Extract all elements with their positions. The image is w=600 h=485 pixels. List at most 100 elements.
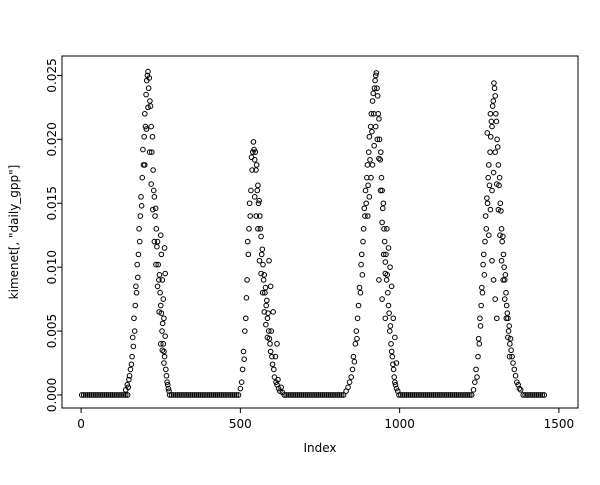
data-point xyxy=(537,392,544,398)
data-point xyxy=(159,277,166,283)
data-point xyxy=(401,392,408,398)
data-point xyxy=(481,272,488,278)
data-point xyxy=(92,392,98,398)
y-tick-label: 0.020 xyxy=(45,122,59,156)
data-point xyxy=(256,197,262,204)
data-point xyxy=(380,251,387,258)
data-point xyxy=(258,270,264,277)
data-point xyxy=(422,392,429,398)
data-point xyxy=(323,392,330,398)
data-point xyxy=(487,133,494,140)
data-point xyxy=(120,392,127,398)
data-point xyxy=(349,366,356,373)
data-point xyxy=(364,162,371,168)
data-point xyxy=(489,123,495,130)
data-point xyxy=(238,379,245,385)
data-point xyxy=(379,205,386,212)
data-point xyxy=(517,387,524,393)
data-point xyxy=(365,182,371,189)
data-point xyxy=(146,75,153,81)
data-point xyxy=(369,128,375,135)
data-point xyxy=(436,392,442,398)
data-point xyxy=(278,384,284,391)
data-point xyxy=(245,251,252,258)
data-point xyxy=(248,187,254,194)
data-point xyxy=(254,187,261,194)
data-point xyxy=(155,261,161,268)
data-point xyxy=(154,238,161,245)
data-point xyxy=(490,98,497,104)
data-point xyxy=(160,341,167,347)
data-point xyxy=(261,272,268,278)
data-point xyxy=(348,374,355,380)
data-point xyxy=(374,136,381,143)
data-point xyxy=(486,232,492,238)
data-point xyxy=(487,206,494,213)
data-point xyxy=(148,181,154,187)
data-point xyxy=(103,392,110,398)
data-point xyxy=(394,388,401,394)
data-point xyxy=(365,149,372,155)
data-point xyxy=(126,376,132,383)
data-point xyxy=(157,232,164,238)
data-point xyxy=(496,182,502,189)
plot-box xyxy=(61,55,579,409)
data-point xyxy=(376,136,383,143)
data-point xyxy=(237,385,244,392)
data-point xyxy=(249,167,255,173)
data-point xyxy=(426,392,433,398)
data-point xyxy=(482,238,488,245)
data-point xyxy=(492,149,498,155)
data-point xyxy=(485,174,491,181)
data-point xyxy=(113,392,119,398)
data-point xyxy=(255,226,261,232)
data-point xyxy=(150,167,156,173)
data-point xyxy=(105,392,112,398)
data-point xyxy=(151,194,158,200)
data-point xyxy=(174,392,181,398)
data-point xyxy=(259,289,266,296)
data-point xyxy=(389,353,396,360)
data-point xyxy=(503,289,509,296)
data-point xyxy=(141,133,147,140)
data-point xyxy=(263,302,269,309)
data-point xyxy=(262,289,268,296)
data-point xyxy=(468,392,475,398)
data-point xyxy=(272,353,279,360)
data-point xyxy=(138,202,145,209)
data-point xyxy=(524,392,530,398)
data-point xyxy=(170,392,177,398)
data-point xyxy=(358,261,364,268)
data-point xyxy=(139,174,146,181)
data-point xyxy=(432,392,439,398)
data-point xyxy=(390,361,396,368)
data-point xyxy=(541,392,548,398)
data-point xyxy=(336,392,343,398)
data-point xyxy=(362,187,369,194)
data-point xyxy=(291,392,297,398)
data-point xyxy=(325,392,332,398)
data-point xyxy=(511,366,518,373)
data-point xyxy=(383,251,389,258)
data-point xyxy=(455,392,462,398)
data-point xyxy=(109,392,116,398)
data-point xyxy=(482,213,489,219)
data-point xyxy=(380,200,387,207)
data-point xyxy=(386,310,392,316)
data-point xyxy=(242,328,248,334)
data-point xyxy=(473,366,479,373)
data-point xyxy=(130,343,137,350)
data-point xyxy=(378,149,384,155)
data-point xyxy=(369,98,376,104)
data-point xyxy=(479,289,486,296)
data-point xyxy=(419,392,425,398)
data-point xyxy=(271,374,278,380)
data-point xyxy=(528,392,534,398)
data-point xyxy=(283,392,290,398)
data-point xyxy=(498,257,505,264)
data-point xyxy=(409,392,416,398)
data-point xyxy=(370,90,376,97)
data-point xyxy=(264,315,271,322)
data-point xyxy=(158,310,165,316)
data-point xyxy=(505,328,512,334)
